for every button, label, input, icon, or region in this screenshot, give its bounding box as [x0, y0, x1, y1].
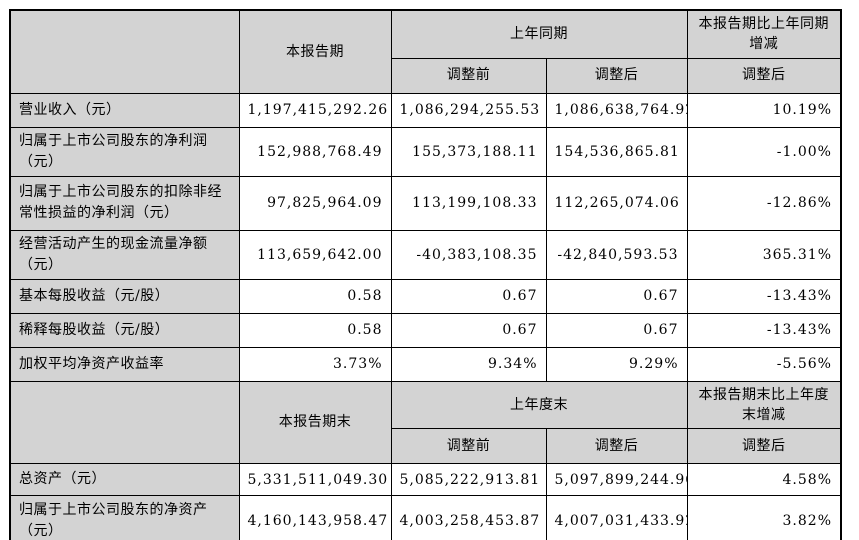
col-header-current-period-end: 本报告期末: [238, 380, 392, 465]
cell-prior-before: 0.67: [390, 312, 547, 348]
cell-change: -5.56%: [686, 346, 842, 382]
period-header-row: 本报告期 上年同期 本报告期比上年同期增减: [9, 9, 842, 94]
row-label: 总资产（元）: [9, 463, 240, 497]
cell-change: -1.00%: [686, 126, 842, 177]
period-subheader-row: 调整前 调整后 调整后: [10, 57, 842, 94]
subheader-before-adjustment: 调整前: [390, 428, 547, 465]
cell-prior-after: 9.29%: [545, 346, 688, 382]
table-row-weighted-avg-roe: 加权平均净资产收益率 3.73% 9.34% 9.29% -5.56%: [9, 346, 842, 382]
corner-blank-cell: [9, 380, 240, 465]
row-label: 归属于上市公司股东的净利润（元）: [9, 126, 240, 177]
cell-current: 152,988,768.49: [238, 126, 392, 177]
cell-change: 10.19%: [686, 92, 842, 128]
report-page: 本报告期 上年同期 本报告期比上年同期增减 调整前 调整后 调整后 营业收入（元…: [0, 9, 859, 540]
cell-prior-before: 1,086,294,255.53: [390, 92, 547, 128]
table-row-net-profit: 归属于上市公司股东的净利润（元） 152,988,768.49 155,373,…: [9, 126, 842, 177]
table-row-operating-revenue: 营业收入（元） 1,197,415,292.26 1,086,294,255.5…: [9, 92, 842, 128]
period-end-header-row: 本报告期末 上年度末 本报告期末比上年度末增减: [9, 380, 842, 465]
col-header-prior-year-end-group: 上年度末: [390, 380, 688, 430]
cell-change: -13.43%: [686, 278, 842, 314]
cell-current: 1,197,415,292.26: [238, 92, 392, 128]
subheader-after-adjustment: 调整后: [545, 57, 688, 94]
cell-prior-before: 0.67: [390, 278, 547, 314]
subheader-change-after-adjustment: 调整后: [686, 428, 842, 465]
cell-prior-after: 0.67: [545, 278, 688, 314]
table-row-basic-eps: 基本每股收益（元/股） 0.58 0.67 0.67 -13.43%: [9, 278, 842, 314]
cell-prior-before: 155,373,188.11: [390, 126, 547, 177]
cell-prior-after: 154,536,865.81: [545, 126, 688, 177]
cell-current: 0.58: [238, 278, 392, 314]
cell-prior-after: 1,086,638,764.92: [545, 92, 688, 128]
table-row-net-profit-excl-nonrecurring: 归属于上市公司股东的扣除非经常性损益的净利润（元） 97,825,964.09 …: [9, 175, 842, 231]
row-label: 加权平均净资产收益率: [9, 346, 240, 382]
cell-prior-after: 5,097,899,244.96: [545, 463, 688, 497]
cell-current: 3.73%: [238, 346, 392, 382]
row-label: 经营活动产生的现金流量净额（元）: [9, 229, 240, 280]
col-header-current-period: 本报告期: [238, 9, 392, 94]
row-label: 稀释每股收益（元/股）: [9, 312, 240, 348]
subheader-before-adjustment: 调整前: [390, 57, 547, 94]
corner-blank-cell: [9, 9, 240, 94]
table-row-operating-cash-flow: 经营活动产生的现金流量净额（元） 113,659,642.00 -40,383,…: [9, 229, 842, 280]
table-row-net-assets: 归属于上市公司股东的净资产（元） 4,160,143,958.47 4,003,…: [9, 495, 842, 540]
cell-prior-before: -40,383,108.35: [390, 229, 547, 280]
table-row-total-assets: 总资产（元） 5,331,511,049.30 5,085,222,913.81…: [9, 463, 842, 497]
cell-change: -13.43%: [686, 312, 842, 348]
row-label: 归属于上市公司股东的净资产（元）: [9, 495, 240, 540]
col-header-prior-period-group: 上年同期: [390, 9, 688, 59]
period-end-subheader-row: 调整前 调整后 调整后: [10, 428, 842, 465]
cell-current: 113,659,642.00: [238, 229, 392, 280]
row-label: 基本每股收益（元/股）: [9, 278, 240, 314]
cell-change: 365.31%: [686, 229, 842, 280]
cell-change: -12.86%: [686, 175, 842, 231]
cell-change: 4.58%: [686, 463, 842, 497]
subheader-change-after-adjustment: 调整后: [686, 57, 842, 94]
cell-prior-before: 5,085,222,913.81: [390, 463, 547, 497]
cell-prior-after: -42,840,593.53: [545, 229, 688, 280]
cell-prior-before: 4,003,258,453.87: [390, 495, 547, 540]
row-label: 归属于上市公司股东的扣除非经常性损益的净利润（元）: [9, 175, 240, 231]
row-label: 营业收入（元）: [9, 92, 240, 128]
cell-current: 0.58: [238, 312, 392, 348]
subheader-after-adjustment: 调整后: [545, 428, 688, 465]
cell-change: 3.82%: [686, 495, 842, 540]
cell-prior-after: 4,007,031,433.92: [545, 495, 688, 540]
col-header-period-end-change-group: 本报告期末比上年度末增减: [686, 380, 842, 430]
financial-summary-table: 本报告期 上年同期 本报告期比上年同期增减 调整前 调整后 调整后 营业收入（元…: [9, 9, 842, 540]
cell-current: 5,331,511,049.30: [238, 463, 392, 497]
col-header-change-group: 本报告期比上年同期增减: [686, 9, 842, 59]
table-row-diluted-eps: 稀释每股收益（元/股） 0.58 0.67 0.67 -13.43%: [9, 312, 842, 348]
cell-prior-after: 112,265,074.06: [545, 175, 688, 231]
cell-prior-before: 9.34%: [390, 346, 547, 382]
cell-current: 97,825,964.09: [238, 175, 392, 231]
cell-prior-before: 113,199,108.33: [390, 175, 547, 231]
cell-prior-after: 0.67: [545, 312, 688, 348]
cell-current: 4,160,143,958.47: [238, 495, 392, 540]
